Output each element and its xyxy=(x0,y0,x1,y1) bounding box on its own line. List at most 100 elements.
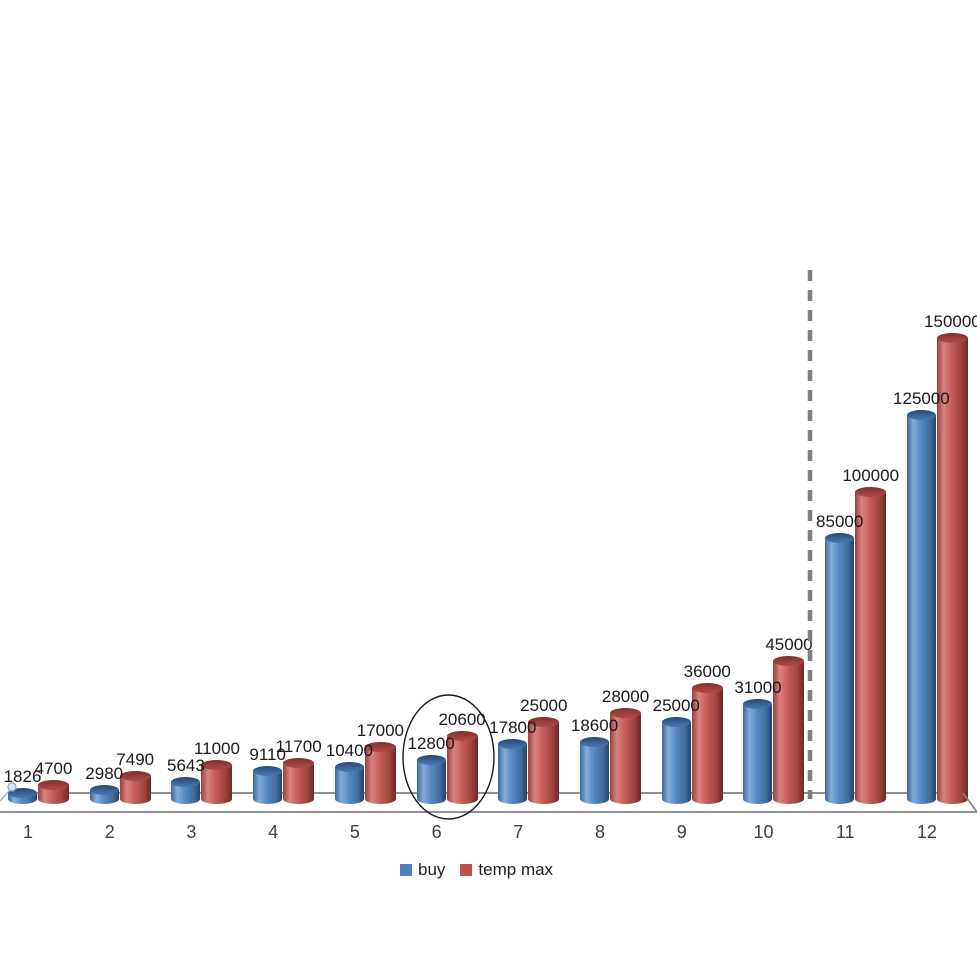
cylinder-top-face xyxy=(580,736,610,747)
bar-temp-max-2 xyxy=(119,770,151,804)
data-label-temp-max-6: 20600 xyxy=(438,709,486,729)
cylinder-top-face xyxy=(743,698,773,709)
cylinder-bottom-face xyxy=(580,793,610,804)
cylinder-body xyxy=(936,338,968,799)
cylinder-top-face xyxy=(936,333,968,343)
cylinder-bottom-face xyxy=(171,793,201,804)
data-label-temp-max-3: 11000 xyxy=(193,739,240,759)
data-label-temp-max-12: 150000 xyxy=(924,312,977,331)
cylinder-top-face xyxy=(661,717,691,728)
cylinder-top-face xyxy=(253,766,283,776)
cylinder-top-face xyxy=(906,409,936,420)
bar-buy-12 xyxy=(906,409,936,804)
data-label-buy-7: 17800 xyxy=(489,718,537,738)
cylinder-top-face xyxy=(171,776,201,787)
legend-swatch-temp-max xyxy=(460,864,473,876)
x-tick-2: 2 xyxy=(104,822,115,842)
cylinder-bottom-face xyxy=(498,793,528,804)
x-tick-9: 9 xyxy=(676,822,687,842)
cylinder-top-face xyxy=(498,739,528,750)
cylinder-top-face xyxy=(364,741,396,752)
bar-buy-10 xyxy=(743,698,773,804)
bar-temp-max-8 xyxy=(610,707,642,804)
bar-buy-11 xyxy=(825,532,855,804)
cylinder-body xyxy=(283,763,315,799)
x-tick-4: 4 xyxy=(268,822,279,842)
legend-item-buy: buy xyxy=(400,861,445,879)
bar-buy-7 xyxy=(498,739,528,804)
cylinder-top-face xyxy=(201,760,233,771)
legend-item-temp-max: temp max xyxy=(460,861,553,879)
cylinder-bottom-face xyxy=(283,793,315,804)
cylinder-bottom-face xyxy=(364,793,396,804)
x-tick-7: 7 xyxy=(513,822,524,842)
x-tick-10: 10 xyxy=(753,822,774,842)
data-label-temp-max-7: 25000 xyxy=(520,696,568,716)
bar-temp-max-3 xyxy=(201,760,233,804)
cylinder-body xyxy=(691,688,723,799)
data-label-buy-8: 18600 xyxy=(570,715,619,735)
cylinder-bottom-face xyxy=(528,793,560,804)
bar-temp-max-7 xyxy=(528,717,560,804)
cylinder-top-face xyxy=(416,754,446,765)
data-label-buy-9: 25000 xyxy=(652,696,700,716)
cylinder-top-face xyxy=(825,532,855,543)
cylinder-body xyxy=(416,759,446,799)
bar-temp-max-5 xyxy=(364,741,396,804)
x-tick-6: 6 xyxy=(431,822,442,842)
cylinder-body xyxy=(855,491,887,799)
legend-swatch-buy xyxy=(400,864,412,876)
cylinder-body xyxy=(661,722,691,799)
bar-buy-6 xyxy=(416,754,446,804)
cylinder-top-face xyxy=(610,707,642,718)
x-tick-12: 12 xyxy=(916,822,937,842)
cylinder-bottom-face xyxy=(936,794,968,804)
x-tick-3: 3 xyxy=(186,822,197,842)
bar-temp-max-9 xyxy=(691,683,723,804)
bar-buy-8 xyxy=(580,736,610,804)
bar-buy-2 xyxy=(89,784,119,804)
bar-buy-9 xyxy=(661,717,691,804)
legend: buy temp max xyxy=(400,861,553,879)
cylinder-bottom-face xyxy=(906,793,936,804)
data-label-buy-10: 31000 xyxy=(734,677,782,697)
cylinder-bottom-face xyxy=(89,793,119,804)
data-label-temp-max-8: 28000 xyxy=(601,686,650,706)
cylinder-bottom-face xyxy=(661,793,691,804)
cylinder-body xyxy=(743,703,773,799)
data-label-temp-max-9: 36000 xyxy=(683,662,731,682)
bar-temp-max-12 xyxy=(936,333,968,804)
data-label-buy-5: 10400 xyxy=(325,741,374,761)
data-label-buy-12: 125000 xyxy=(893,388,950,408)
cylinder-bottom-face xyxy=(743,793,773,804)
data-label-temp-max-2: 7490 xyxy=(116,749,155,769)
cylinder-body xyxy=(610,712,642,799)
cylinder-top-face xyxy=(38,779,69,790)
data-label-temp-max-4: 11700 xyxy=(275,737,322,757)
cylinder-top-face xyxy=(773,655,805,666)
x-tick-8: 8 xyxy=(595,822,606,842)
data-label-temp-max-10: 45000 xyxy=(765,634,813,654)
cylinder-bottom-face xyxy=(201,793,233,804)
cylinder-body xyxy=(528,722,560,799)
data-label-temp-max-11: 100000 xyxy=(842,465,900,485)
bar-buy-5 xyxy=(334,762,364,804)
bar-buy-4 xyxy=(253,766,283,804)
cylinder-body xyxy=(825,537,855,799)
bar-buy-3 xyxy=(171,776,201,804)
cylinder-top-face xyxy=(89,784,119,795)
cylinder-bottom-face xyxy=(855,793,887,804)
legend-label-temp-max: temp max xyxy=(478,860,554,879)
legend-label-buy: buy xyxy=(418,860,446,879)
cylinder-bottom-face xyxy=(119,793,151,804)
bar-temp-max-10 xyxy=(773,655,805,804)
cylinder-top-face xyxy=(283,758,315,769)
bar-temp-max-11 xyxy=(855,486,887,804)
cylinder-bottom-face xyxy=(38,793,69,804)
cylinder-top-face xyxy=(334,762,364,773)
bar-temp-max-1 xyxy=(38,779,69,804)
x-tick-1: 1 xyxy=(22,822,34,842)
cylinder-bottom-face xyxy=(825,793,855,804)
